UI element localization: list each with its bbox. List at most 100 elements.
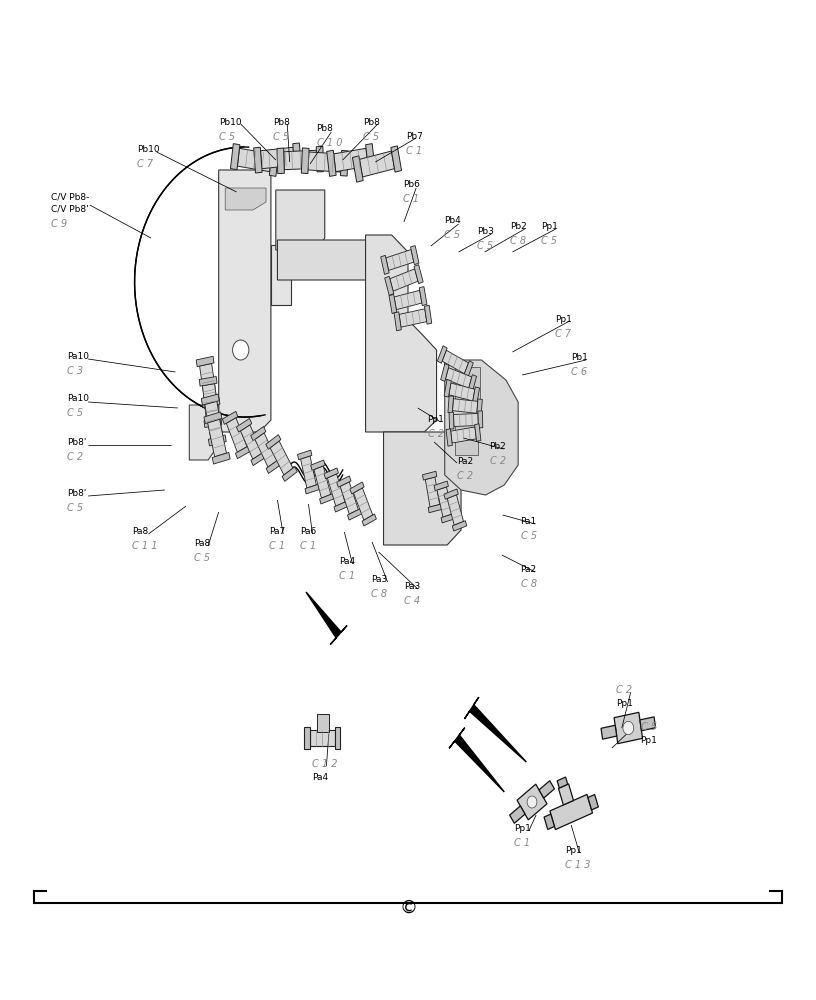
Bar — [337, 476, 351, 487]
Bar — [282, 467, 297, 481]
Bar — [550, 794, 592, 830]
Text: C 1: C 1 — [403, 194, 419, 204]
Bar — [539, 781, 554, 798]
Text: C 1: C 1 — [269, 541, 286, 551]
Bar — [251, 452, 266, 466]
Bar — [284, 150, 317, 170]
Bar — [350, 482, 364, 494]
Bar — [237, 148, 272, 172]
Bar — [394, 290, 422, 310]
Polygon shape — [189, 405, 219, 460]
Bar — [204, 412, 222, 424]
Bar — [334, 148, 368, 172]
Text: C 1: C 1 — [300, 541, 317, 551]
Bar — [326, 150, 336, 176]
Bar — [317, 714, 329, 732]
Text: C 2: C 2 — [457, 471, 473, 481]
Bar — [601, 725, 617, 739]
Text: Pb8: Pb8 — [317, 124, 334, 133]
Bar — [477, 399, 482, 416]
Bar — [266, 459, 282, 473]
Text: C 8: C 8 — [510, 236, 526, 246]
Bar — [334, 501, 348, 512]
Bar — [468, 375, 477, 392]
Bar — [230, 144, 240, 170]
Bar — [340, 150, 348, 176]
Polygon shape — [219, 170, 271, 432]
Text: C 1 2: C 1 2 — [312, 759, 337, 769]
Bar — [446, 429, 452, 446]
Bar — [196, 356, 214, 367]
Text: C 2: C 2 — [616, 685, 632, 695]
Bar — [419, 287, 427, 306]
Text: Pp1: Pp1 — [565, 846, 582, 855]
Bar — [254, 147, 262, 173]
Text: C 7: C 7 — [555, 329, 571, 339]
Bar — [410, 246, 419, 265]
Circle shape — [527, 796, 537, 808]
Text: C/V Pb8': C/V Pb8' — [51, 205, 88, 214]
Bar — [237, 418, 252, 432]
Polygon shape — [464, 697, 526, 762]
Text: C 1: C 1 — [514, 838, 530, 848]
Bar — [386, 250, 414, 270]
Text: Pb8': Pb8' — [67, 438, 86, 447]
Bar — [452, 521, 467, 531]
Bar — [271, 245, 291, 305]
Text: Pa7: Pa7 — [269, 527, 286, 536]
Polygon shape — [225, 188, 266, 210]
Text: C 2: C 2 — [67, 452, 83, 462]
Bar — [199, 377, 217, 386]
Bar — [423, 471, 437, 480]
Bar — [384, 276, 394, 295]
Bar — [510, 806, 525, 823]
Text: Pb8': Pb8' — [67, 489, 86, 498]
Bar — [269, 150, 279, 176]
Bar — [311, 460, 325, 470]
Bar — [348, 509, 361, 520]
Bar — [277, 148, 284, 174]
Bar — [353, 156, 363, 182]
Text: C 1 1: C 1 1 — [132, 541, 157, 551]
Text: C 5: C 5 — [219, 132, 235, 142]
Text: C 9: C 9 — [51, 219, 67, 229]
Bar — [447, 495, 463, 525]
Text: Pb8: Pb8 — [363, 118, 380, 127]
Text: Pb2: Pb2 — [490, 442, 507, 451]
Bar — [327, 474, 345, 506]
Polygon shape — [306, 592, 347, 645]
Text: C 5: C 5 — [67, 503, 83, 513]
Bar — [558, 784, 574, 805]
Bar — [202, 384, 219, 420]
Bar — [293, 143, 301, 169]
Bar — [444, 489, 459, 499]
Bar — [241, 425, 262, 459]
Text: C 2: C 2 — [428, 429, 444, 439]
Text: Pb10: Pb10 — [219, 118, 242, 127]
Bar — [442, 350, 468, 374]
Bar — [414, 265, 424, 284]
Polygon shape — [449, 728, 504, 792]
Text: Pa6: Pa6 — [300, 527, 317, 536]
Bar — [308, 152, 341, 172]
Text: C 1 0: C 1 0 — [317, 138, 342, 148]
Text: Pa3: Pa3 — [371, 575, 388, 584]
Text: C 1 3: C 1 3 — [565, 860, 590, 870]
Text: Pp1: Pp1 — [555, 315, 572, 324]
Text: C 8: C 8 — [371, 589, 388, 599]
Bar — [441, 513, 455, 523]
Text: Pa10: Pa10 — [67, 352, 89, 361]
Bar — [444, 380, 451, 397]
Text: Pb6: Pb6 — [403, 180, 420, 189]
Text: Pp1: Pp1 — [616, 699, 633, 708]
Bar — [389, 294, 397, 313]
Bar — [434, 481, 448, 491]
Text: Pp1: Pp1 — [641, 736, 658, 745]
Text: C 4: C 4 — [404, 596, 420, 606]
Bar — [478, 411, 483, 428]
Bar — [324, 468, 339, 479]
Bar — [394, 312, 401, 331]
Bar — [251, 427, 266, 441]
Bar — [455, 417, 478, 455]
Text: Pp1: Pp1 — [541, 222, 558, 231]
